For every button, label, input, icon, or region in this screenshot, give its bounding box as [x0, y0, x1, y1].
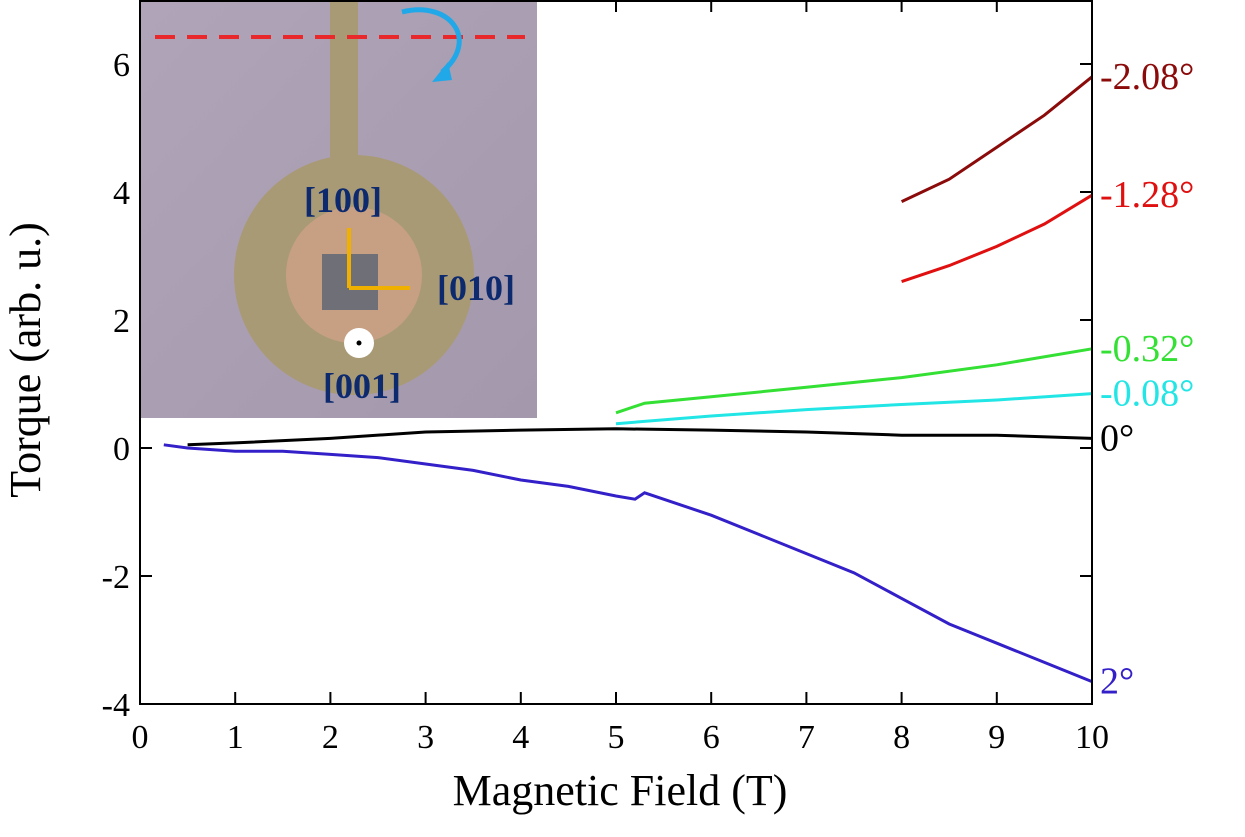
x-tick-label: 5 — [608, 719, 625, 756]
y-tick-label: 4 — [113, 175, 130, 212]
series-label: 0° — [1100, 417, 1134, 459]
y-axis-title: Torque (arb. u.) — [1, 222, 50, 497]
data-line — [615, 347, 1093, 415]
cantilever-arm — [330, 1, 358, 171]
series-label: -1.28° — [1100, 174, 1194, 216]
data-line — [187, 427, 1093, 447]
x-tick-label: 7 — [798, 719, 815, 756]
inset-label: [001] — [323, 366, 401, 406]
series-label: -2.08° — [1100, 56, 1194, 98]
x-tick-label: 3 — [417, 719, 434, 756]
y-tick-label: -4 — [102, 687, 130, 724]
plot-frame — [139, 0, 1093, 705]
data-line — [901, 193, 1093, 284]
out-of-plane-dot — [356, 340, 362, 346]
series-label: -0.32° — [1100, 328, 1194, 370]
rotation-arrow — [401, 7, 462, 74]
y-tick-label: 0 — [113, 431, 130, 468]
y-tick-label: 2 — [113, 303, 130, 340]
data-line — [615, 392, 1093, 426]
y-tick-label: -2 — [102, 559, 130, 596]
x-axis-title: Magnetic Field (T) — [453, 766, 788, 815]
series-label: -0.08° — [1100, 373, 1194, 415]
series-label: 2° — [1100, 661, 1134, 703]
x-tick-label: 4 — [512, 719, 529, 756]
inset-label: [100] — [304, 180, 382, 220]
inset: [100] [010] [001] — [141, 1, 537, 418]
data-line — [900, 75, 1093, 203]
x-tick-label: 2 — [322, 719, 339, 756]
x-tick-label: 9 — [988, 719, 1005, 756]
x-tick-label: 8 — [893, 719, 910, 756]
inset-label: [010] — [437, 268, 515, 308]
data-line — [163, 443, 1093, 683]
x-tick-label: 0 — [132, 719, 149, 756]
x-tick-label: 6 — [703, 719, 720, 756]
rotation-arrowhead — [432, 62, 452, 82]
y-tick-label: 6 — [113, 47, 130, 84]
x-tick-label: 1 — [227, 719, 244, 756]
x-tick-label: 10 — [1075, 719, 1109, 756]
